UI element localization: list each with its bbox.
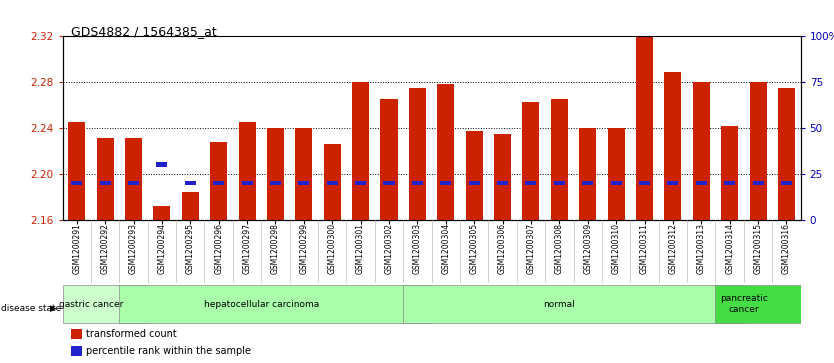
Bar	[182, 192, 198, 220]
Text: GSM1200306: GSM1200306	[498, 223, 507, 274]
Text: normal: normal	[544, 299, 575, 309]
Text: GSM1200302: GSM1200302	[384, 223, 394, 274]
FancyBboxPatch shape	[403, 285, 744, 323]
Bar	[299, 181, 309, 185]
Bar	[214, 181, 224, 185]
Bar	[295, 128, 313, 220]
Bar	[582, 181, 593, 185]
Text: GSM1200308: GSM1200308	[555, 223, 564, 274]
Bar	[409, 88, 426, 220]
Text: GSM1200300: GSM1200300	[328, 223, 337, 274]
Bar	[210, 142, 227, 220]
Bar	[270, 181, 281, 185]
Bar	[579, 128, 596, 220]
Text: GSM1200292: GSM1200292	[101, 223, 109, 274]
Bar	[639, 181, 650, 185]
Bar	[153, 206, 170, 220]
Bar	[693, 82, 710, 220]
Bar	[327, 181, 338, 185]
Bar	[128, 181, 139, 185]
Text: disease state: disease state	[1, 304, 61, 313]
Bar	[724, 181, 736, 185]
Bar	[99, 181, 111, 185]
Bar	[242, 181, 253, 185]
Bar	[156, 162, 168, 167]
Bar	[185, 181, 196, 185]
Bar	[465, 131, 483, 220]
Bar	[550, 99, 568, 220]
Text: GSM1200311: GSM1200311	[640, 223, 649, 274]
Text: GSM1200307: GSM1200307	[526, 223, 535, 274]
Bar	[68, 122, 85, 220]
Bar	[636, 36, 653, 220]
Bar	[71, 181, 83, 185]
Bar	[469, 181, 480, 185]
Bar	[781, 181, 792, 185]
Bar	[267, 128, 284, 220]
Bar	[750, 82, 766, 220]
Bar	[752, 181, 764, 185]
Bar	[667, 181, 678, 185]
Bar	[554, 181, 565, 185]
Bar	[610, 181, 621, 185]
Bar	[412, 181, 423, 185]
Text: GSM1200316: GSM1200316	[782, 223, 791, 274]
Text: GSM1200314: GSM1200314	[726, 223, 734, 274]
Text: GSM1200310: GSM1200310	[611, 223, 620, 274]
Text: GSM1200305: GSM1200305	[470, 223, 479, 274]
Text: GSM1200296: GSM1200296	[214, 223, 224, 274]
Bar	[125, 138, 142, 220]
Text: percentile rank within the sample: percentile rank within the sample	[86, 346, 251, 356]
Bar	[352, 82, 369, 220]
Bar	[721, 126, 738, 220]
Text: gastric cancer: gastric cancer	[58, 299, 123, 309]
Text: GDS4882 / 1564385_at: GDS4882 / 1564385_at	[71, 25, 217, 38]
Bar	[380, 99, 398, 220]
Bar	[437, 85, 455, 220]
FancyBboxPatch shape	[63, 285, 148, 323]
Text: ▶: ▶	[50, 304, 57, 313]
Bar	[778, 88, 795, 220]
Bar	[97, 138, 113, 220]
Text: GSM1200291: GSM1200291	[73, 223, 81, 274]
Bar	[239, 122, 255, 220]
Bar	[440, 181, 451, 185]
Text: pancreatic
cancer: pancreatic cancer	[720, 294, 768, 314]
Text: GSM1200294: GSM1200294	[158, 223, 167, 274]
Text: GSM1200297: GSM1200297	[243, 223, 252, 274]
Text: GSM1200304: GSM1200304	[441, 223, 450, 274]
Bar	[608, 128, 625, 220]
Bar	[355, 181, 366, 185]
Bar	[384, 181, 394, 185]
Bar	[696, 181, 707, 185]
Bar	[497, 181, 508, 185]
Text: GSM1200293: GSM1200293	[129, 223, 138, 274]
Text: GSM1200301: GSM1200301	[356, 223, 365, 274]
Text: transformed count: transformed count	[86, 329, 177, 339]
Text: GSM1200295: GSM1200295	[186, 223, 195, 274]
Text: GSM1200312: GSM1200312	[668, 223, 677, 274]
Text: GSM1200303: GSM1200303	[413, 223, 422, 274]
Bar	[324, 144, 341, 220]
FancyBboxPatch shape	[119, 285, 432, 323]
Text: GSM1200313: GSM1200313	[696, 223, 706, 274]
Text: GSM1200299: GSM1200299	[299, 223, 309, 274]
Bar	[494, 134, 511, 220]
Bar	[525, 181, 536, 185]
Bar	[522, 102, 540, 220]
Text: GSM1200298: GSM1200298	[271, 223, 280, 274]
Bar	[665, 72, 681, 220]
FancyBboxPatch shape	[716, 285, 801, 323]
Text: GSM1200309: GSM1200309	[583, 223, 592, 274]
Text: GSM1200315: GSM1200315	[754, 223, 762, 274]
Text: hepatocellular carcinoma: hepatocellular carcinoma	[203, 299, 319, 309]
